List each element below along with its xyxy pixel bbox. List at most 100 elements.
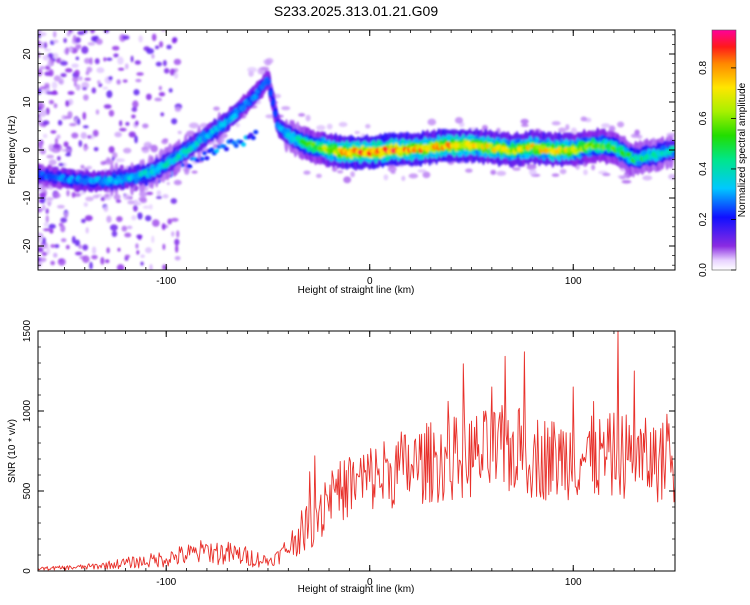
heatmap-halo-cell [61,148,72,152]
colorbar-tick-label: 0.6 [698,111,709,125]
heatmap-halo-cell [583,169,588,176]
heatmap-noise-cell [116,264,125,270]
heatmap-ridge-cell [270,99,276,106]
spectrogram-ytick-label: 0 [22,147,33,153]
heatmap-noise-cell [102,86,109,90]
heatmap-halo-cell [123,193,131,200]
heatmap-noise-cell [80,132,87,139]
heatmap-noise-cell [162,59,167,67]
heatmap-halo-cell [281,106,291,111]
heatmap-noise-cell [58,78,65,85]
heatmap-noise-cell [71,236,76,244]
heatmap-noise-cell [68,30,73,34]
heatmap-halo-cell [113,194,121,201]
spectrogram-ytick-label: -20 [22,238,33,253]
heatmap-noise-cell [151,33,157,42]
heatmap-halo-cell [601,123,611,128]
heatmap-noise-cell [154,45,160,50]
heatmap-noise-cell [82,87,87,91]
heatmap-halo-cell [83,202,88,207]
heatmap-noise-cell [91,87,97,94]
heatmap-noise-cell [146,48,154,55]
heatmap-noise-cell [97,80,101,85]
heatmap-noise-cell [60,217,68,223]
heatmap-noise-cell [174,255,181,261]
heatmap-noise-cell [131,215,137,221]
heatmap-noise-cell [81,218,86,224]
heatmap-noise-cell [89,261,93,270]
heatmap-ridge-cell [252,93,258,100]
heatmap-noise-cell [72,34,77,43]
heatmap-noise-cell [56,134,61,140]
heatmap-halo-cell [80,191,86,195]
heatmap-noise-cell [116,79,121,85]
heatmap-noise-cell [137,212,143,220]
heatmap-noise-cell [171,118,178,125]
heatmap-halo-cell [235,123,240,128]
heatmap-halo-cell [387,166,397,172]
heatmap-noise-cell [174,238,180,246]
heatmap-noise-cell [130,55,134,63]
heatmap-noise-cell [63,38,67,43]
heatmap-noise-cell [111,230,118,237]
heatmap-noise-cell [91,35,97,42]
heatmap-noise-cell [84,57,91,64]
heatmap-noise-cell [98,83,103,88]
heatmap-halo-cell [138,196,147,202]
heatmap-halo-cell [408,173,419,179]
heatmap-noise-cell [145,93,152,101]
heatmap-halo-cell [512,167,521,171]
heatmap-noise-cell [96,67,105,74]
heatmap-noise-cell [158,92,166,97]
heatmap-noise-cell [166,44,172,50]
snr-xtick-label: 0 [367,577,373,588]
heatmap-halo-cell [617,121,625,128]
heatmap-noise-cell [57,155,61,161]
snr-ytick-label: 1000 [22,399,33,422]
heatmap-noise-cell [162,194,169,199]
heatmap-halo-cell [48,159,57,166]
heatmap-halo-cell [73,193,82,197]
heatmap-noise-cell [166,181,170,186]
heatmap-ridge-cell [261,80,267,87]
heatmap-noise-cell [106,215,112,223]
heatmap-noise-cell [106,90,113,98]
heatmap-noise-cell [84,77,91,81]
heatmap-noise-cell [82,244,89,251]
heatmap-noise-cell [38,116,42,125]
heatmap-noise-cell [43,222,49,227]
heatmap-noise-cell [46,154,54,159]
heatmap-noise-cell [156,195,163,200]
heatmap-noise-cell [117,247,121,252]
heatmap-noise-cell [83,94,89,101]
heatmap-halo-cell [637,134,643,140]
heatmap-noise-cell [87,135,92,139]
heatmap-noise-cell [173,72,179,79]
heatmap-noise-cell [94,58,100,65]
heatmap-noise-cell [38,141,44,148]
heatmap-ridge-cell [671,145,675,152]
heatmap-halo-cell [668,173,675,180]
heatmap-noise-cell [173,58,182,66]
heatmap-halo-cell [526,163,537,171]
colorbar-tick-label: 0.2 [698,212,709,226]
snr-xlabel: Height of straight line (km) [298,584,415,595]
heatmap-branch-cell [250,135,256,141]
heatmap-noise-cell [81,46,89,54]
heatmap-noise-cell [42,54,50,61]
heatmap-noise-cell [39,31,47,37]
heatmap-halo-cell [136,202,142,206]
heatmap-noise-cell [89,57,93,65]
heatmap-noise-cell [103,104,112,109]
heatmap-noise-cell [131,107,138,113]
heatmap-noise-cell [169,68,176,76]
heatmap-noise-cell [65,100,69,107]
heatmap-noise-cell [38,232,43,239]
heatmap-noise-cell [38,257,42,263]
spectrogram-xtick-label: -100 [156,276,176,287]
heatmap-noise-cell [124,254,131,259]
heatmap-halo-cell [617,175,628,179]
heatmap-noise-cell [93,147,99,152]
heatmap-noise-cell [42,204,46,211]
